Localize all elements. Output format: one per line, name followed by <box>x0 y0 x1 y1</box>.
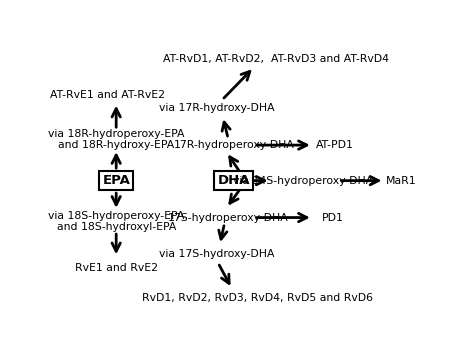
Text: AT-RvD1, AT-RvD2,  AT-RvD3 and AT-RvD4: AT-RvD1, AT-RvD2, AT-RvD3 and AT-RvD4 <box>163 54 389 64</box>
Text: PD1: PD1 <box>322 213 344 223</box>
Text: DHA: DHA <box>218 174 250 187</box>
Text: via 17R-hydroxy-DHA: via 17R-hydroxy-DHA <box>159 103 275 113</box>
Text: 17S-hydroperoxy-DHA: 17S-hydroperoxy-DHA <box>168 213 289 223</box>
Text: AT-RvE1 and AT-RvE2: AT-RvE1 and AT-RvE2 <box>49 89 164 99</box>
Text: RvE1 and RvE2: RvE1 and RvE2 <box>75 263 158 273</box>
Text: RvD1, RvD2, RvD3, RvD4, RvD5 and RvD6: RvD1, RvD2, RvD3, RvD4, RvD5 and RvD6 <box>142 293 373 303</box>
Text: via 14S-hydroperoxy-DHA: via 14S-hydroperoxy-DHA <box>233 176 374 186</box>
Text: via 18R-hydroperoxy-EPA
and 18R-hydroxy-EPA: via 18R-hydroperoxy-EPA and 18R-hydroxy-… <box>48 129 184 151</box>
Text: via 18S-hydroperoxy-EPA
and 18S-hydroxyl-EPA: via 18S-hydroperoxy-EPA and 18S-hydroxyl… <box>48 211 184 233</box>
Text: EPA: EPA <box>102 174 130 187</box>
Text: 17R-hydroperoxy-DHA: 17R-hydroperoxy-DHA <box>173 140 294 150</box>
Text: via 17S-hydroxy-DHA: via 17S-hydroxy-DHA <box>159 250 275 260</box>
Text: AT-PD1: AT-PD1 <box>316 140 354 150</box>
Text: MaR1: MaR1 <box>385 176 416 186</box>
